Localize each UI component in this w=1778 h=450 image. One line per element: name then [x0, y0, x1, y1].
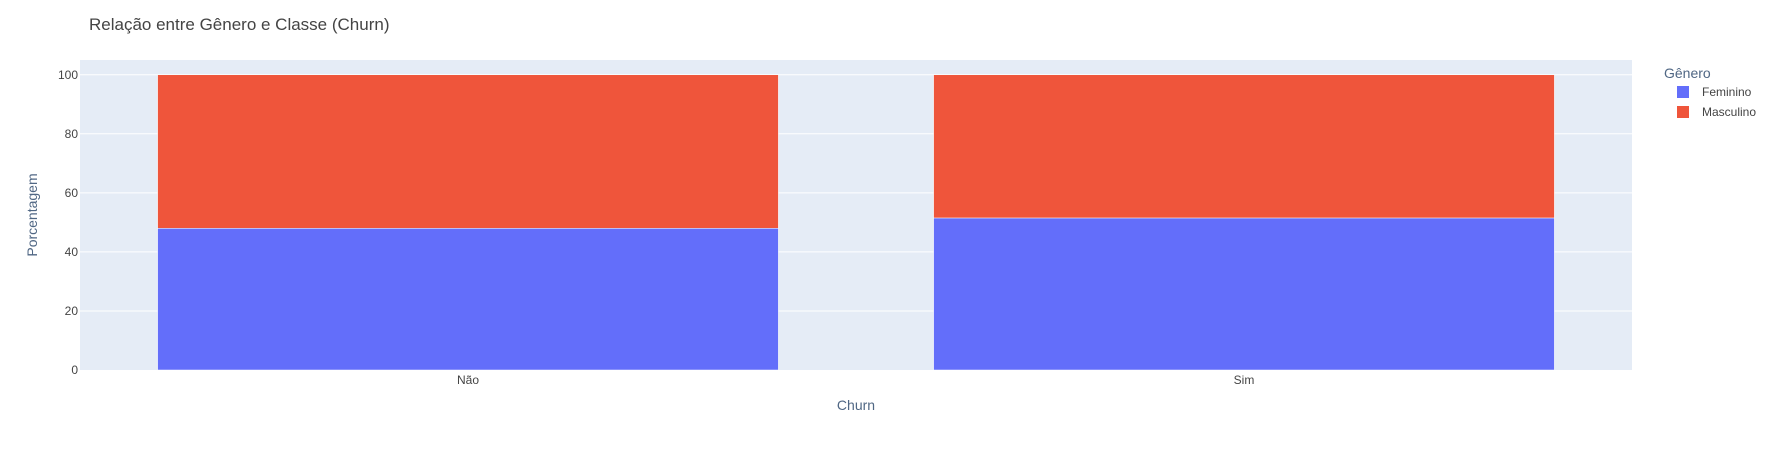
x-axis-title: Churn	[837, 397, 875, 413]
x-axis-ticks: Não Sim	[457, 373, 1254, 387]
legend-swatch-masculino[interactable]	[1677, 106, 1689, 118]
bar-feminino-1	[933, 217, 1555, 371]
y-tick-label: 40	[65, 245, 79, 259]
bar-masculino-0	[157, 74, 779, 229]
x-tick-label: Não	[457, 373, 479, 387]
y-tick-label: 20	[65, 304, 79, 318]
y-tick-label: 60	[65, 186, 79, 200]
y-tick-label: 80	[65, 127, 79, 141]
bar-feminino-0	[157, 228, 779, 371]
bar-masculino-1	[933, 74, 1555, 219]
legend: Gênero Feminino Masculino	[1664, 65, 1756, 119]
bars	[157, 74, 1555, 371]
chart-title: Relação entre Gênero e Classe (Churn)	[89, 15, 389, 34]
legend-label-feminino[interactable]: Feminino	[1702, 85, 1752, 99]
x-tick-label: Sim	[1234, 373, 1255, 387]
y-axis-ticks: 0 20 40 60 80 100	[58, 68, 78, 377]
legend-title: Gênero	[1664, 65, 1711, 81]
y-axis-title: Porcentagem	[24, 173, 40, 256]
y-tick-label: 100	[58, 68, 78, 82]
y-tick-label: 0	[71, 363, 78, 377]
legend-label-masculino[interactable]: Masculino	[1702, 105, 1756, 119]
legend-swatch-feminino[interactable]	[1677, 86, 1689, 98]
